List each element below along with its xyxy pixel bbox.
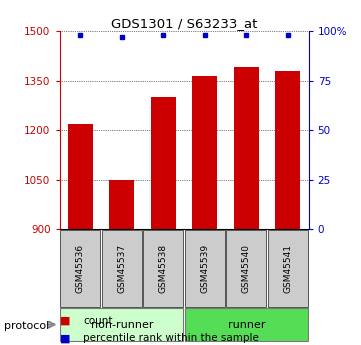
FancyBboxPatch shape: [102, 230, 142, 307]
Bar: [109, 180, 134, 229]
Text: percentile rank within the sample: percentile rank within the sample: [83, 333, 259, 343]
Text: GSM45538: GSM45538: [159, 244, 168, 293]
FancyBboxPatch shape: [185, 308, 308, 341]
Text: GSM45540: GSM45540: [242, 244, 251, 293]
Title: GDS1301 / S63233_at: GDS1301 / S63233_at: [111, 17, 257, 30]
Bar: [68, 124, 93, 229]
Text: ■: ■: [60, 333, 70, 343]
Bar: [275, 71, 300, 229]
Text: ■: ■: [60, 316, 70, 326]
Bar: [192, 76, 217, 229]
FancyBboxPatch shape: [185, 230, 225, 307]
Text: runner: runner: [228, 319, 265, 329]
FancyBboxPatch shape: [143, 230, 183, 307]
Text: protocol: protocol: [4, 321, 49, 331]
FancyBboxPatch shape: [226, 230, 266, 307]
FancyBboxPatch shape: [268, 230, 308, 307]
Text: count: count: [83, 316, 113, 326]
Bar: [151, 97, 176, 229]
Bar: [234, 67, 259, 229]
FancyBboxPatch shape: [60, 308, 183, 341]
Text: GSM45539: GSM45539: [200, 244, 209, 293]
Text: GSM45537: GSM45537: [117, 244, 126, 293]
FancyBboxPatch shape: [60, 230, 100, 307]
Text: GSM45541: GSM45541: [283, 244, 292, 293]
Text: GSM45536: GSM45536: [76, 244, 85, 293]
Text: non-runner: non-runner: [91, 319, 153, 329]
